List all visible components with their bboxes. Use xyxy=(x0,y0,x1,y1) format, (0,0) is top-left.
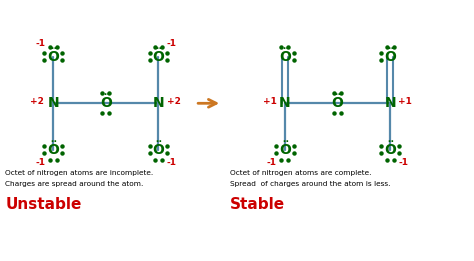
Text: N: N xyxy=(47,96,59,110)
Text: -1: -1 xyxy=(35,158,45,167)
Text: Ö: Ö xyxy=(279,143,291,157)
Text: -1: -1 xyxy=(398,158,408,167)
Text: Ö: Ö xyxy=(153,50,164,64)
Text: +2: +2 xyxy=(30,97,44,106)
Text: Ö: Ö xyxy=(153,143,164,157)
Text: Ö: Ö xyxy=(384,50,396,64)
Text: N: N xyxy=(153,96,164,110)
Text: Ö: Ö xyxy=(47,50,59,64)
Text: -1: -1 xyxy=(267,158,277,167)
Text: N: N xyxy=(384,96,396,110)
Text: -1: -1 xyxy=(166,158,176,167)
Text: -1: -1 xyxy=(35,39,45,49)
Text: -1: -1 xyxy=(166,39,176,49)
Text: Ö: Ö xyxy=(47,143,59,157)
Text: +2: +2 xyxy=(167,97,182,106)
Text: N: N xyxy=(279,96,291,110)
Text: Spread  of charges around the atom is less.: Spread of charges around the atom is les… xyxy=(230,181,391,187)
Text: Charges are spread around the atom.: Charges are spread around the atom. xyxy=(5,181,144,187)
Text: Octet of nitrogen atoms are incomplete.: Octet of nitrogen atoms are incomplete. xyxy=(5,170,154,176)
Text: Ö: Ö xyxy=(100,96,112,110)
Text: Ö: Ö xyxy=(279,50,291,64)
Text: Octet of nitrogen atoms are complete.: Octet of nitrogen atoms are complete. xyxy=(230,170,372,176)
Text: Stable: Stable xyxy=(230,197,285,212)
Text: Ö: Ö xyxy=(331,96,343,110)
Text: Ö: Ö xyxy=(384,143,396,157)
Text: +1: +1 xyxy=(398,97,412,106)
Text: Unstable: Unstable xyxy=(5,197,82,212)
Text: +1: +1 xyxy=(263,97,277,106)
